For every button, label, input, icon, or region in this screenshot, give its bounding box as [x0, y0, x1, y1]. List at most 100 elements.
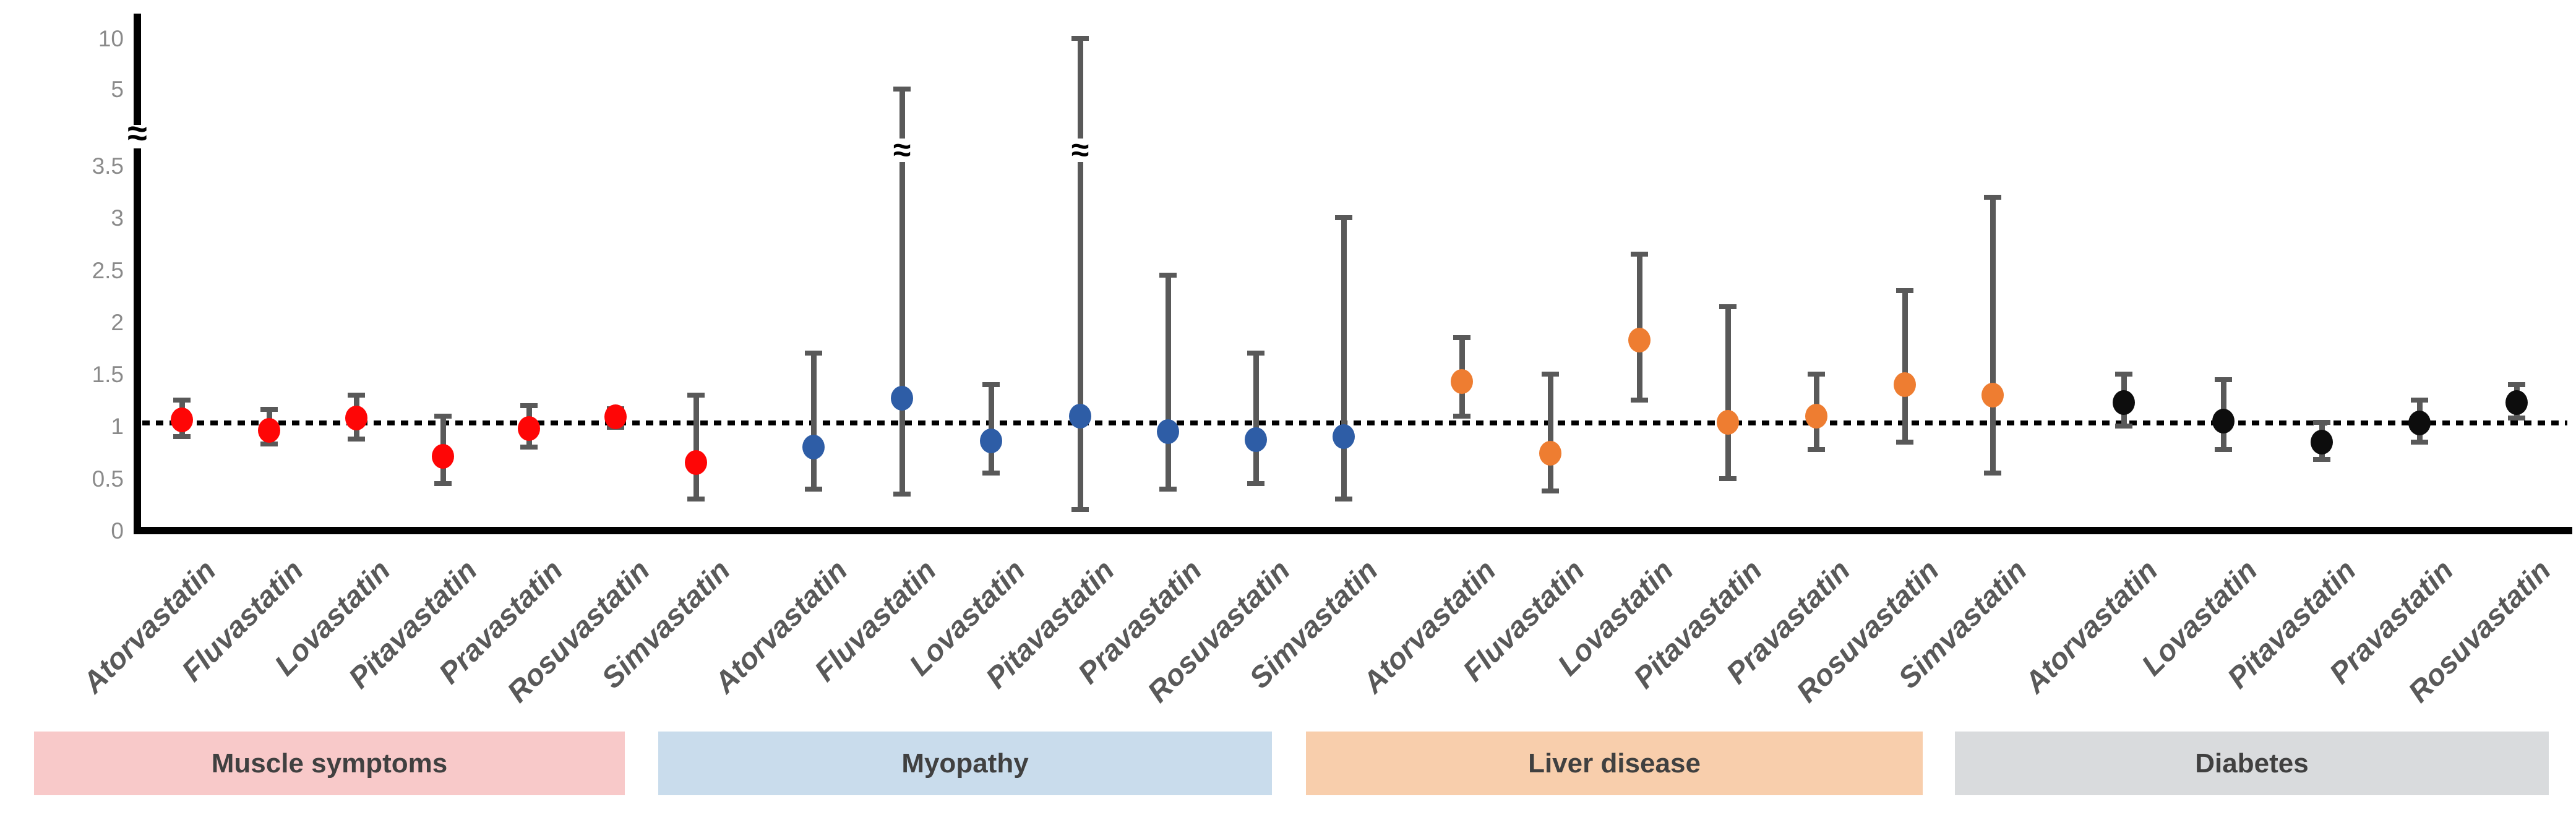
group-band: Diabetes [1955, 732, 2549, 795]
data-point [1451, 369, 1473, 394]
data-point [1069, 403, 1091, 429]
data-point [1805, 403, 1827, 429]
error-bar [1990, 197, 1996, 474]
error-bar-lower [899, 162, 905, 494]
error-bar-cap-bottom [2215, 446, 2232, 452]
data-point [1628, 327, 1651, 352]
data-point [2113, 390, 2135, 415]
error-bar-cap-bottom [348, 436, 365, 442]
error-bar-cap-top [2313, 419, 2330, 425]
data-point [258, 418, 280, 443]
error-bar-cap-top [1808, 372, 1825, 377]
data-point [1333, 424, 1355, 450]
error-bar-cap-top [687, 392, 705, 398]
error-bar-upper [899, 89, 905, 139]
error-bar-cap-bottom [982, 471, 1000, 476]
error-bar-cap-top [2215, 377, 2232, 382]
group-band: Muscle symptoms [34, 732, 625, 795]
group-band: Myopathy [658, 732, 1272, 795]
error-bar-cap-top [173, 398, 191, 403]
error-bar-lower [1078, 162, 1083, 510]
error-bar-cap-top [893, 87, 911, 92]
data-point [2408, 411, 2431, 436]
error-bar-cap-bottom [687, 497, 705, 502]
group-band-label: Myopathy [901, 748, 1029, 779]
error-bar-cap-bottom [1335, 497, 1352, 502]
y-tick-label: 0 [111, 518, 124, 544]
data-point [1981, 382, 2004, 408]
error-bar [693, 395, 699, 500]
error-bar-cap-top [1984, 194, 2001, 200]
error-bar-cap-bottom [260, 442, 278, 447]
y-tick-label: 0.5 [92, 466, 124, 492]
error-bar-upper [1078, 38, 1083, 139]
data-point [980, 429, 1002, 454]
error-bar-cap-top [1453, 335, 1470, 341]
data-point [891, 385, 913, 411]
error-bar [1725, 306, 1731, 479]
error-bar-cap-bottom [1453, 413, 1470, 419]
error-bar-cap-top [2411, 398, 2428, 403]
error-bar-cap-top [1071, 36, 1089, 41]
error-bar-cap-top [1335, 215, 1352, 221]
error-bar-cap-top [1159, 273, 1177, 278]
y-tick-label: 3 [111, 205, 124, 231]
group-band-label: Liver disease [1528, 748, 1701, 779]
error-bar-cap-top [1542, 372, 1559, 377]
error-bar [1253, 353, 1259, 484]
error-bar-cap-top [1631, 252, 1648, 257]
error-bar-cap-bottom [1631, 398, 1648, 403]
data-point [518, 416, 540, 441]
error-bar-cap-bottom [1247, 481, 1264, 487]
data-point [1245, 427, 1267, 453]
data-point [604, 404, 627, 430]
data-point [2505, 390, 2528, 415]
error-bar-cap-bottom [2313, 457, 2330, 463]
error-bar-cap-bottom [1719, 476, 1737, 481]
error-bar-cap-bottom [1984, 471, 2001, 476]
data-point [1539, 441, 1561, 466]
error-bar [1548, 374, 1553, 491]
data-point [1717, 409, 1739, 435]
group-band-label: Diabetes [2195, 748, 2309, 779]
y-axis-lower-segment [134, 148, 141, 534]
error-bar [1637, 254, 1642, 401]
y-tick-label: 1.5 [92, 362, 124, 388]
error-bar-cap-bottom [1071, 507, 1089, 513]
y-tick-label: 5 [111, 77, 124, 102]
error-bar-cap-bottom [2508, 415, 2525, 420]
data-point [432, 444, 454, 469]
error-bar-cap-bottom [2115, 424, 2132, 429]
data-point [2212, 409, 2235, 433]
error-bar [1341, 218, 1347, 500]
error-bar-cap-top [1247, 351, 1264, 356]
error-bar-cap-bottom [1896, 439, 1913, 445]
data-point [802, 435, 825, 460]
data-point [1157, 419, 1179, 444]
error-bar-cap-bottom [893, 492, 911, 497]
y-tick-label: 1 [111, 414, 124, 440]
error-bar-cap-top [1719, 304, 1737, 309]
y-tick-label: 3.5 [92, 153, 124, 179]
y-tick-label: 2 [111, 309, 124, 335]
y-axis-upper-segment [134, 14, 141, 125]
error-bar [811, 353, 817, 489]
group-band-label: Muscle symptoms [211, 748, 448, 779]
y-tick-label: 2.5 [92, 257, 124, 283]
error-bar-cap-top [260, 407, 278, 412]
error-bar-cap-bottom [2411, 439, 2428, 445]
error-bar-cap-bottom [520, 445, 538, 450]
error-bar-cap-top [520, 403, 538, 408]
error-bar-cap-top [982, 382, 1000, 387]
data-point [2311, 429, 2333, 454]
error-bar-cap-bottom [805, 486, 822, 492]
reference-line-y1 [142, 420, 2567, 425]
error-bar-cap-bottom [1542, 488, 1559, 493]
error-bar-cap-top [805, 351, 822, 356]
data-point [345, 405, 367, 430]
error-bar-cap-top [348, 392, 365, 398]
error-bar-cap-top [2115, 372, 2132, 377]
error-bar-cap-bottom [173, 434, 191, 440]
error-bar-cap-top [2508, 382, 2525, 387]
